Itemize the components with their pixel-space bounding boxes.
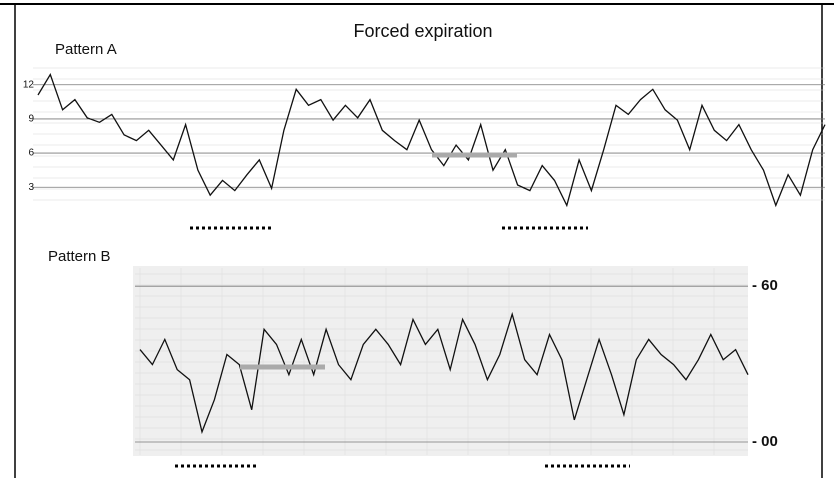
figure: Forced expiration Pattern A Pattern B 3 6… bbox=[0, 0, 834, 478]
y-tick-label: - 00 bbox=[752, 433, 778, 450]
y-tick-label: 3 bbox=[28, 182, 34, 193]
y-tick-label: - 60 bbox=[752, 277, 778, 294]
y-tick-label: 9 bbox=[28, 114, 34, 125]
panel-label: Pattern A bbox=[55, 41, 117, 58]
y-tick-label: 6 bbox=[28, 148, 34, 159]
trace-line bbox=[38, 75, 825, 206]
chart-title: Forced expiration bbox=[353, 21, 492, 41]
panel-label: Pattern B bbox=[48, 248, 111, 265]
y-tick-label: 12 bbox=[23, 79, 35, 90]
